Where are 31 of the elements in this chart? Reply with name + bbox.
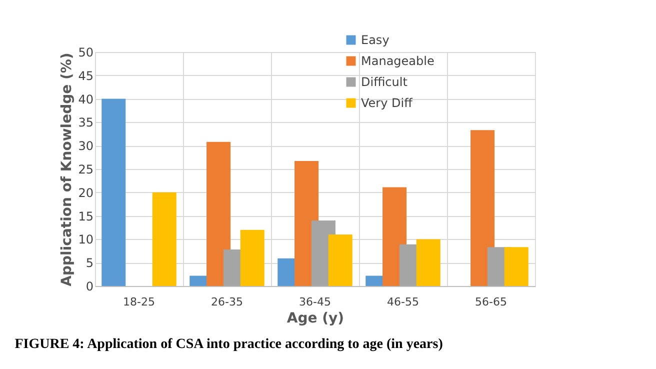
- y-tick-label: 10: [78, 232, 94, 247]
- x-tick-label: 18-25: [123, 296, 155, 308]
- y-tick-label: 45: [78, 68, 94, 83]
- bar: [206, 142, 231, 286]
- y-tick-label: 25: [78, 162, 94, 176]
- bar: [152, 192, 176, 286]
- y-tick-label: 15: [78, 209, 94, 224]
- y-tick-label: 30: [78, 139, 94, 154]
- x-tick-label: 56-65: [475, 296, 507, 308]
- x-tick-label: 46-55: [387, 296, 419, 308]
- bar: [328, 234, 352, 286]
- x-tick-label: 26-35: [211, 296, 243, 308]
- caption: FIGURE 4: Application of CSA into practice according to age (in years): [14, 337, 444, 352]
- bar: [504, 247, 528, 286]
- legend-label: Difficult: [361, 75, 408, 89]
- y-axis-title: Application of Knowledge (%): [59, 52, 76, 286]
- x-tick-label: 36-45: [299, 296, 331, 308]
- y-tick-label: 20: [78, 186, 94, 200]
- y-tick-label: 50: [78, 46, 94, 60]
- y-tick-label: 0: [86, 280, 94, 294]
- x-axis-title: Age (y): [286, 310, 344, 326]
- legend-label: Easy: [361, 33, 390, 47]
- bar: [416, 239, 440, 286]
- bar: [102, 98, 126, 286]
- y-tick-label: 35: [78, 116, 94, 130]
- y-tick-label: 40: [78, 92, 94, 106]
- legend-label: Manageable: [361, 54, 434, 68]
- bar: [240, 230, 264, 286]
- bar: [470, 130, 495, 286]
- y-tick-label: 5: [86, 256, 94, 270]
- legend-label: Very Diff: [361, 96, 414, 110]
